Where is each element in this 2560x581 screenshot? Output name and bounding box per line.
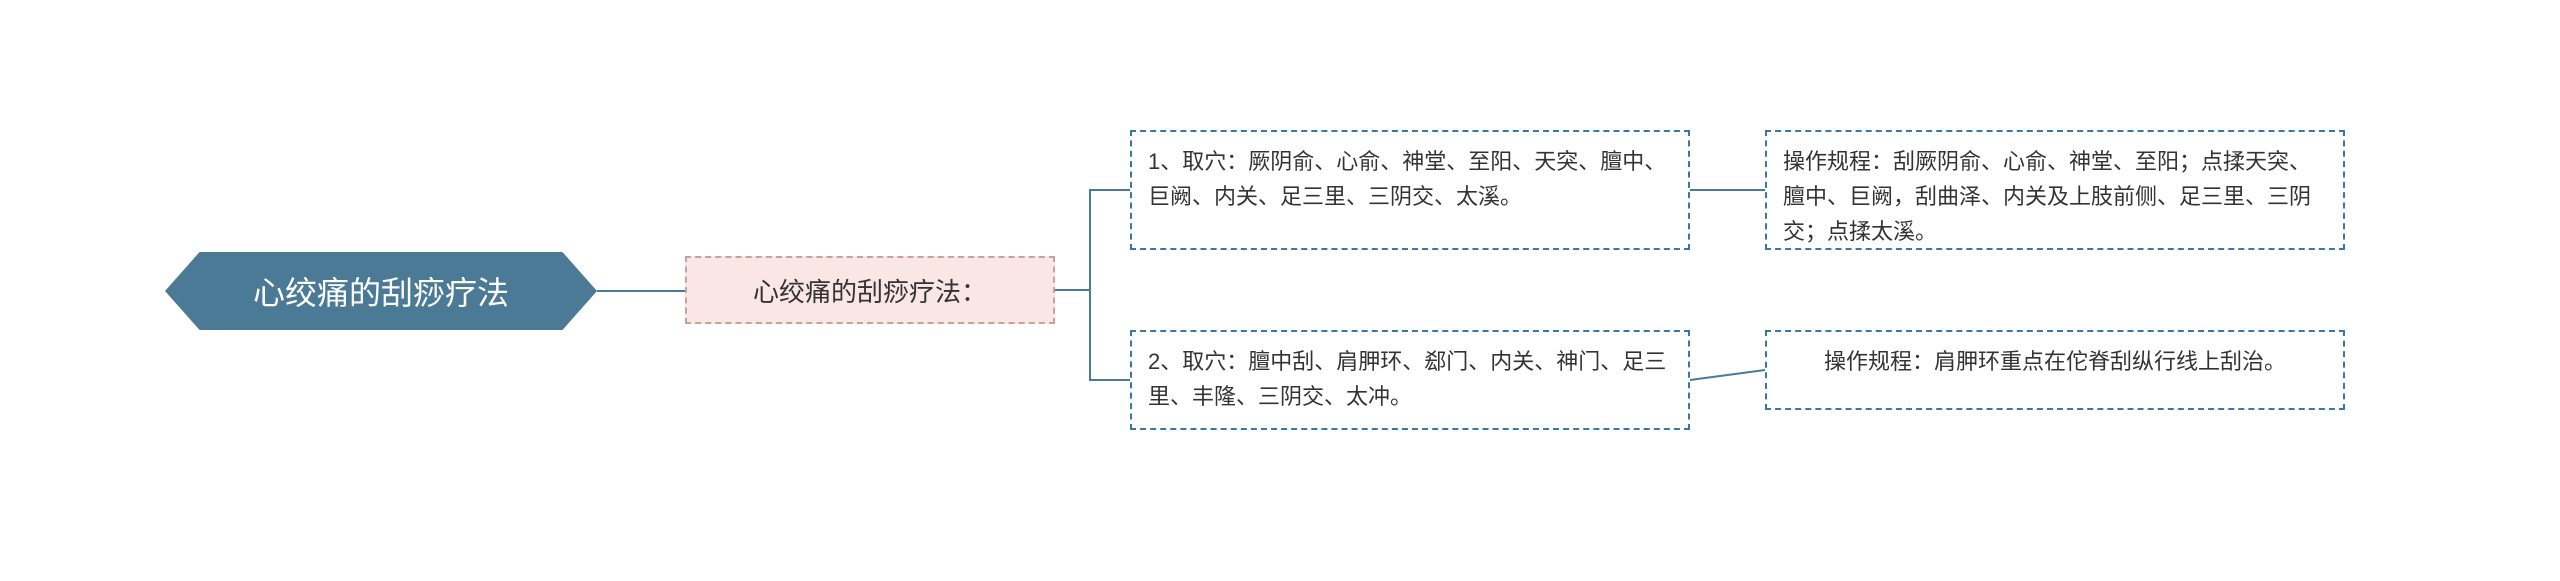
mindmap-canvas: 心绞痛的刮痧疗法 心绞痛的刮痧疗法： 1、取穴：厥阴俞、心俞、神堂、至阳、天突、… [0,0,2560,581]
procedure-1-text: 操作规程：刮厥阴俞、心俞、神堂、至阳；点揉天突、膻中、巨阙，刮曲泽、内关及上肢前… [1783,144,2327,250]
root-node: 心绞痛的刮痧疗法 [165,252,597,330]
procedure-2-text: 操作规程：肩胛环重点在佗脊刮纵行线上刮治。 [1824,344,2286,379]
procedure-node-1: 操作规程：刮厥阴俞、心俞、神堂、至阳；点揉天突、膻中、巨阙，刮曲泽、内关及上肢前… [1765,130,2345,250]
method-node-1: 1、取穴：厥阴俞、心俞、神堂、至阳、天突、膻中、巨阙、内关、足三里、三阴交、太溪… [1130,130,1690,250]
method-node-2: 2、取穴：膻中刮、肩胛环、郄门、内关、神门、足三里、丰隆、三阴交、太冲。 [1130,330,1690,430]
root-label: 心绞痛的刮痧疗法 [253,268,509,314]
method-1-text: 1、取穴：厥阴俞、心俞、神堂、至阳、天突、膻中、巨阙、内关、足三里、三阴交、太溪… [1148,144,1672,214]
subtitle-label: 心绞痛的刮痧疗法： [753,272,987,309]
procedure-node-2: 操作规程：肩胛环重点在佗脊刮纵行线上刮治。 [1765,330,2345,410]
subtitle-node: 心绞痛的刮痧疗法： [685,256,1055,324]
method-2-text: 2、取穴：膻中刮、肩胛环、郄门、内关、神门、足三里、丰隆、三阴交、太冲。 [1148,344,1672,414]
